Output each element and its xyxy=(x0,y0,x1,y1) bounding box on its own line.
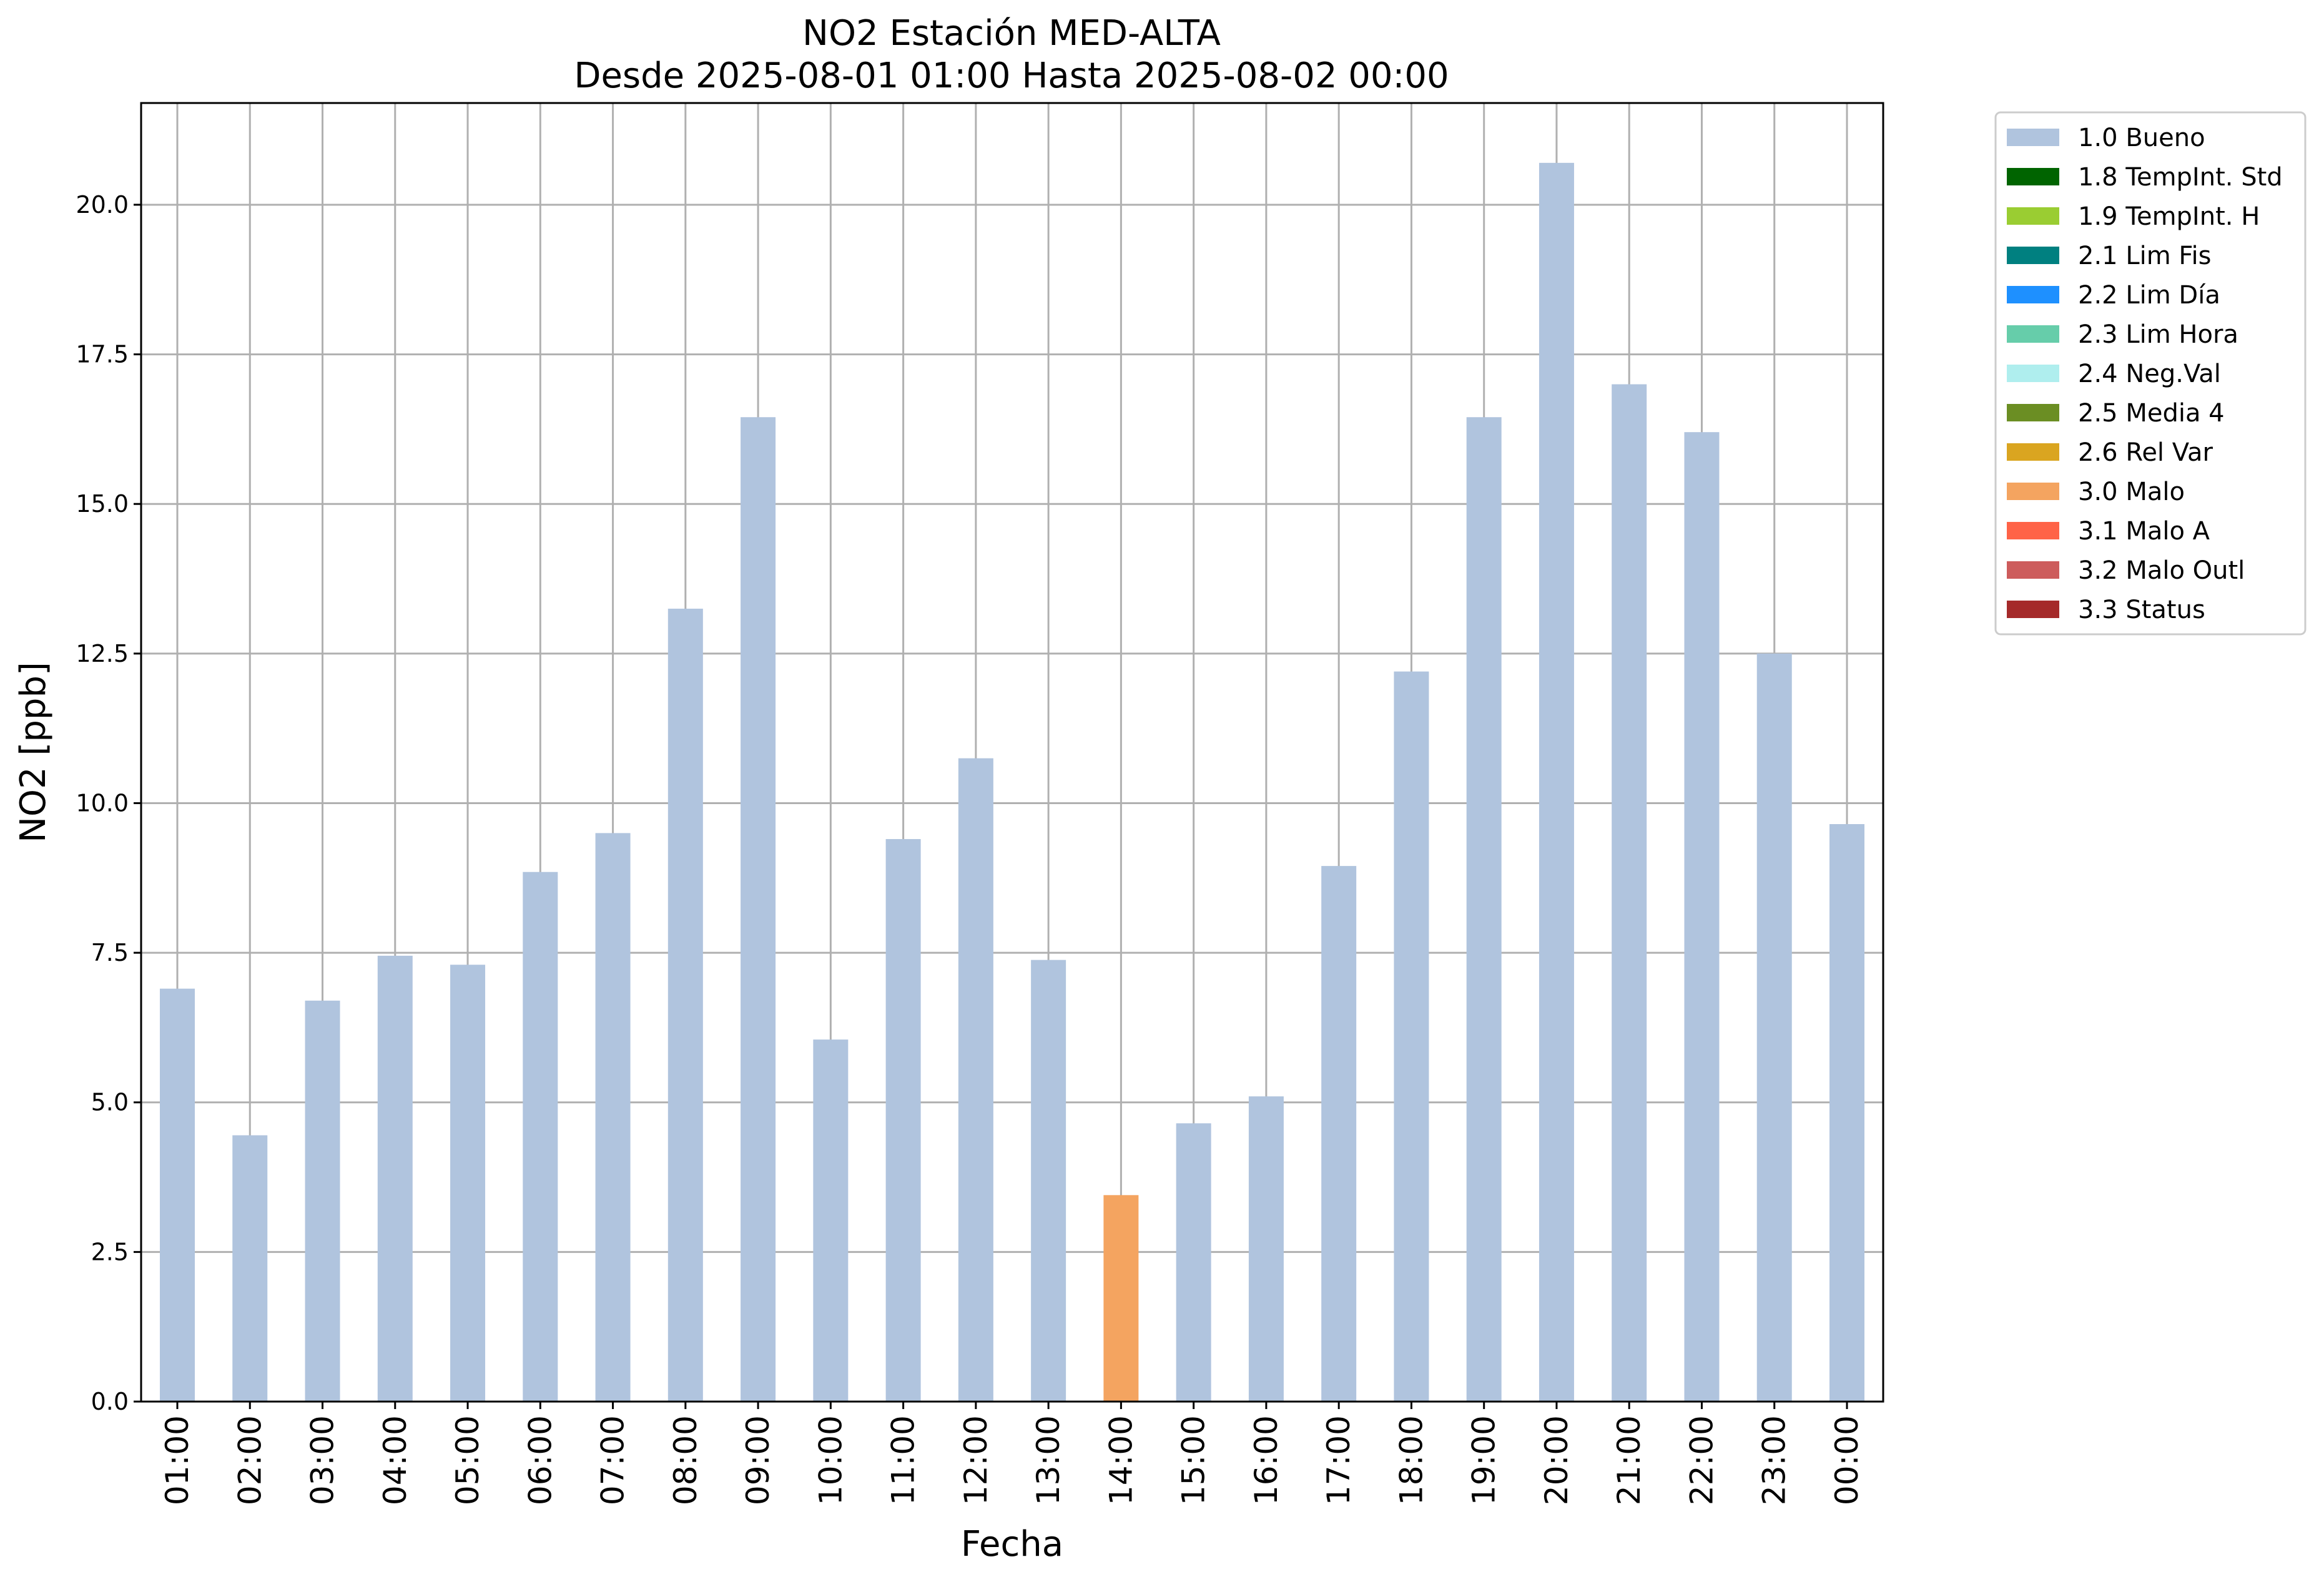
bar-10:00 xyxy=(813,1039,849,1402)
legend-swatch xyxy=(2007,325,2059,343)
bar-03:00 xyxy=(305,1000,340,1402)
x-tick-label: 16:00 xyxy=(1248,1415,1284,1505)
legend-swatch xyxy=(2007,129,2059,146)
x-tick-label: 08:00 xyxy=(667,1415,704,1505)
x-tick-label: 19:00 xyxy=(1466,1415,1502,1505)
bar-04:00 xyxy=(377,955,413,1402)
y-tick-label: 7.5 xyxy=(91,939,129,966)
legend-swatch xyxy=(2007,247,2059,264)
legend: 1.0 Bueno 1.8 TempInt. Std 1.9 TempInt. H 2… xyxy=(1994,111,2307,636)
bar-15:00 xyxy=(1176,1123,1211,1402)
bar-09:00 xyxy=(741,417,776,1402)
legend-label: 3.2 Malo Outl xyxy=(2078,556,2245,585)
bar-08:00 xyxy=(667,608,703,1402)
x-tick-label: 13:00 xyxy=(1030,1415,1066,1505)
x-tick-label: 18:00 xyxy=(1393,1415,1429,1505)
x-tick-label: 11:00 xyxy=(885,1415,922,1505)
x-axis-ticks: 01:00 02:00 03:00 04:00 05:00 06:00 07:00 08:00… xyxy=(159,1402,1865,1505)
y-tick-label: 0.0 xyxy=(91,1388,129,1415)
bar-21:00 xyxy=(1612,384,1647,1402)
x-tick-label: 14:00 xyxy=(1103,1415,1139,1505)
x-tick-label: 03:00 xyxy=(305,1415,341,1505)
x-tick-label: 20:00 xyxy=(1539,1415,1575,1505)
legend-label: 1.0 Bueno xyxy=(2078,124,2205,152)
bar-17:00 xyxy=(1321,866,1357,1402)
bar-16:00 xyxy=(1248,1096,1284,1402)
x-tick-label: 15:00 xyxy=(1176,1415,1212,1505)
legend-label: 3.0 Malo xyxy=(2078,478,2185,506)
legend-label: 3.1 Malo A xyxy=(2078,517,2210,546)
legend-swatch xyxy=(2007,404,2059,421)
legend-swatch xyxy=(2007,443,2059,461)
x-tick-label: 12:00 xyxy=(958,1415,994,1505)
chart-subtitle: Desde 2025-08-01 01:00 Hasta 2025-08-02 … xyxy=(574,56,1449,96)
y-tick-label: 5.0 xyxy=(91,1089,129,1116)
legend-label: 2.5 Media 4 xyxy=(2078,399,2225,428)
plot-frame xyxy=(140,102,1884,1403)
legend-label: 2.1 Lim Fis xyxy=(2078,242,2211,270)
x-tick-label: 10:00 xyxy=(812,1415,849,1505)
x-tick-label: 05:00 xyxy=(450,1415,486,1505)
y-tick-label: 10.0 xyxy=(76,789,129,817)
bar-14:00 xyxy=(1103,1195,1139,1402)
bar-18:00 xyxy=(1394,671,1429,1402)
y-tick-label: 15.0 xyxy=(76,490,129,518)
y-tick-label: 20.0 xyxy=(76,191,129,219)
x-tick-label: 00:00 xyxy=(1829,1415,1865,1505)
bar-06:00 xyxy=(523,872,558,1402)
legend-swatch xyxy=(2007,207,2059,225)
bar-01:00 xyxy=(160,988,195,1402)
legend-frame xyxy=(1994,111,2307,636)
x-tick-label: 21:00 xyxy=(1611,1415,1647,1505)
legend-swatch xyxy=(2007,168,2059,185)
bar-05:00 xyxy=(450,965,486,1402)
bar-02:00 xyxy=(232,1135,268,1402)
legend-swatch xyxy=(2007,483,2059,500)
x-tick-label: 07:00 xyxy=(595,1415,631,1505)
bar-11:00 xyxy=(885,838,921,1402)
x-tick-label: 22:00 xyxy=(1683,1415,1720,1505)
bar-13:00 xyxy=(1031,960,1066,1402)
x-axis-label: Fecha xyxy=(961,1524,1063,1565)
bar-20:00 xyxy=(1539,162,1574,1402)
bar-19:00 xyxy=(1466,417,1502,1402)
legend-label: 3.3 Status xyxy=(2078,596,2205,624)
legend-swatch xyxy=(2007,561,2059,579)
y-tick-label: 2.5 xyxy=(91,1238,129,1265)
legend-swatch xyxy=(2007,365,2059,382)
x-tick-label: 02:00 xyxy=(232,1415,268,1505)
legend-label: 2.4 Neg.Val xyxy=(2078,360,2221,388)
legend-label: 1.9 TempInt. H xyxy=(2078,202,2260,231)
bar-23:00 xyxy=(1756,653,1792,1402)
y-tick-label: 17.5 xyxy=(76,341,129,368)
y-axis-label: NO2 [ppb] xyxy=(13,662,54,843)
x-tick-label: 17:00 xyxy=(1321,1415,1357,1505)
bar-12:00 xyxy=(958,758,993,1402)
bar-07:00 xyxy=(595,833,631,1402)
legend-label: 2.6 Rel Var xyxy=(2078,438,2213,467)
x-tick-label: 01:00 xyxy=(159,1415,195,1505)
y-tick-label: 12.5 xyxy=(76,640,129,667)
bars xyxy=(160,162,1864,1402)
legend-swatch xyxy=(2007,601,2059,618)
legend-swatch xyxy=(2007,286,2059,303)
legend-label: 1.8 TempInt. Std xyxy=(2078,163,2283,192)
x-tick-label: 23:00 xyxy=(1756,1415,1793,1505)
legend-label: 2.3 Lim Hora xyxy=(2078,320,2238,349)
y-axis-ticks: 0.0 2.5 5.0 7.5 10.0 12.5 15.0 17.5 20.0 xyxy=(76,191,141,1415)
x-tick-label: 06:00 xyxy=(522,1415,558,1505)
legend-label: 2.2 Lim Día xyxy=(2078,281,2220,310)
bar-00:00 xyxy=(1829,824,1864,1402)
bar-22:00 xyxy=(1684,432,1720,1402)
chart-title: NO2 Estación MED-ALTA xyxy=(802,13,1221,54)
x-tick-label: 04:00 xyxy=(377,1415,413,1505)
x-tick-label: 09:00 xyxy=(740,1415,776,1505)
legend-swatch xyxy=(2007,522,2059,539)
